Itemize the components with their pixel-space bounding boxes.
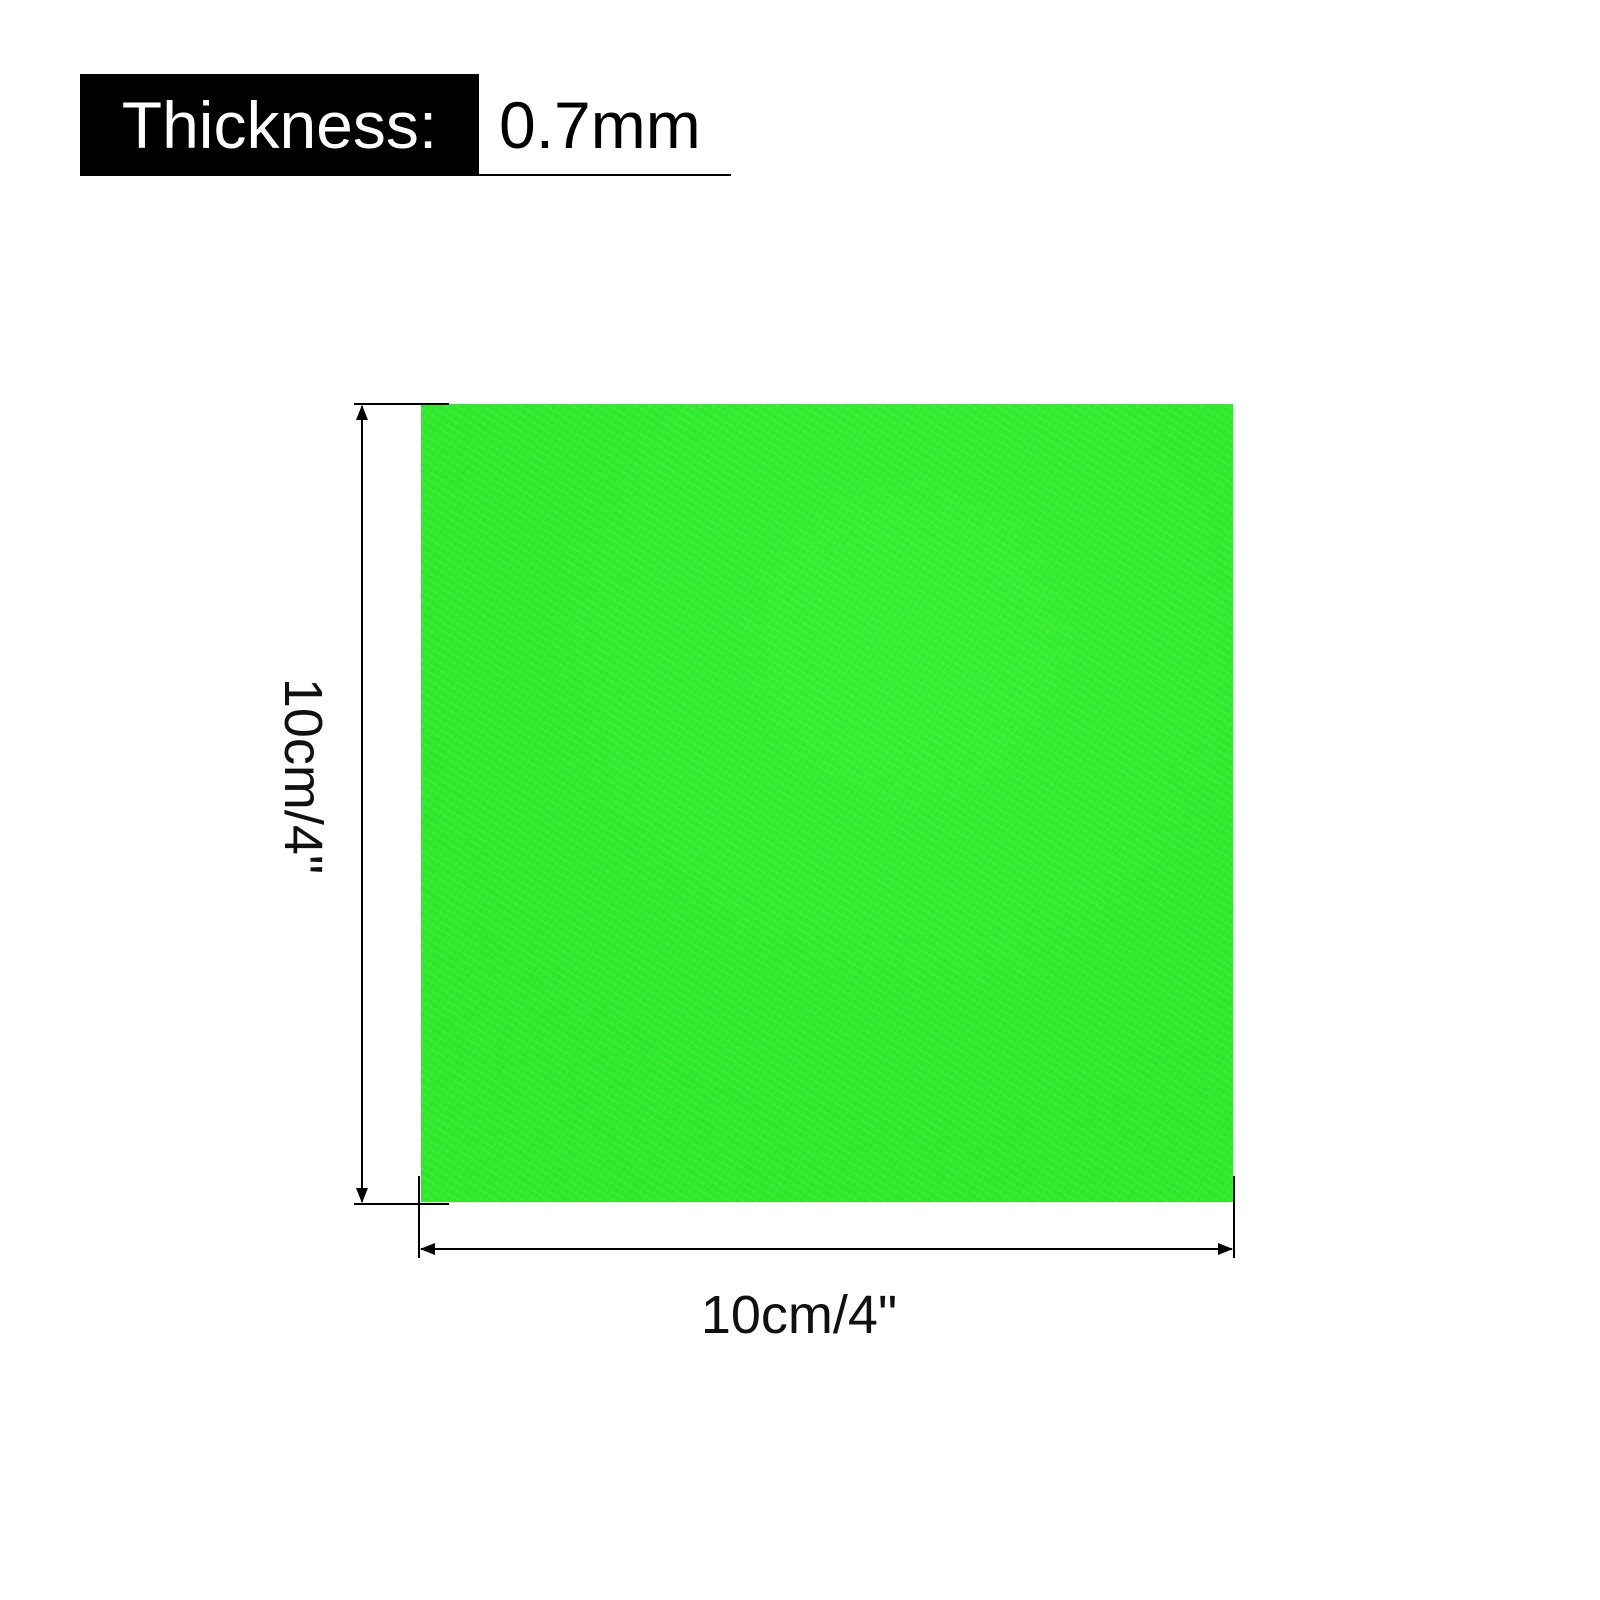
arrow-up-icon xyxy=(356,405,368,420)
value-underline xyxy=(479,174,731,176)
felt-sheet-image xyxy=(421,404,1233,1202)
width-label: 10cm/4" xyxy=(700,1285,898,1345)
arrow-right-icon xyxy=(1218,1243,1233,1255)
height-label: 10cm/4" xyxy=(273,677,333,875)
thickness-label: Thickness: xyxy=(80,74,479,176)
arrow-left-icon xyxy=(420,1243,435,1255)
thickness-value: 0.7mm xyxy=(499,88,701,162)
arrow-down-icon xyxy=(356,1188,368,1203)
